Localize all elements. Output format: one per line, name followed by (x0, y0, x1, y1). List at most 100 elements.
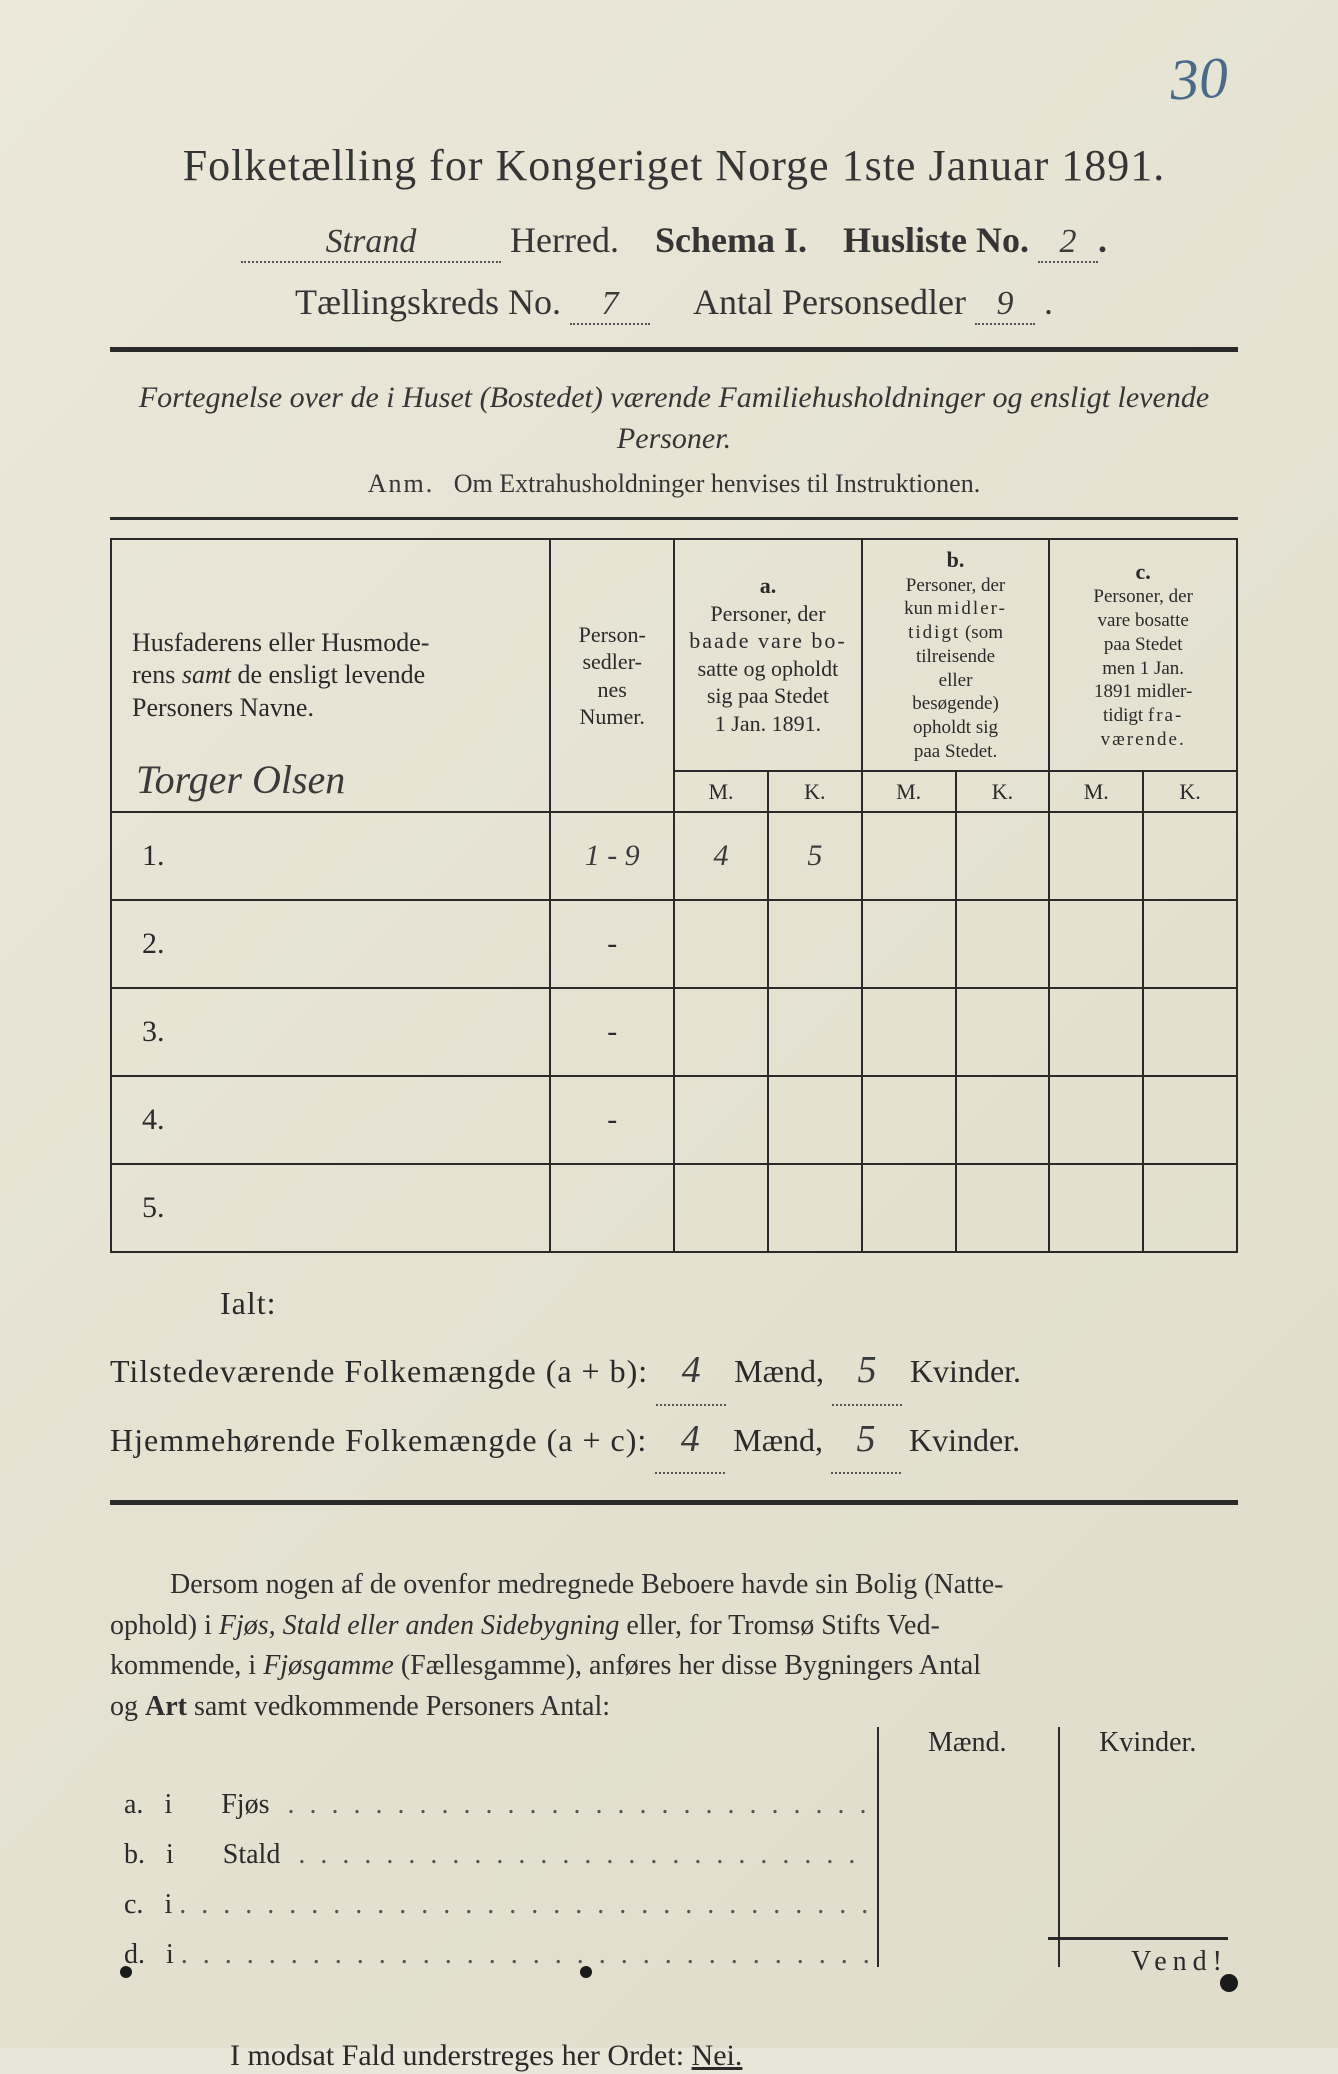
sub-head-k: Kvinder. (1058, 1727, 1238, 1759)
row-b-m (862, 812, 956, 900)
kreds-label: Tællingskreds No. (295, 282, 561, 322)
sub-vline-2 (1058, 1727, 1060, 1967)
anm-prefix: Anm. (368, 469, 435, 498)
row-a-k: 5 (768, 812, 862, 900)
row-num: 4. (111, 1076, 550, 1164)
census-form-page: 30 Folketælling for Kongeriget Norge 1st… (0, 0, 1338, 2048)
resident-k: 5 (831, 1406, 901, 1475)
sidebygning-paragraph: Dersom nogen af de ovenfor medregnede Be… (110, 1565, 1238, 1727)
row-b-m (862, 900, 956, 988)
row-a-m: 4 (674, 812, 768, 900)
subtable-row: b. i Stald . . . . . . . . . . . . . . .… (110, 1839, 1238, 1889)
instruction-sub-text: Om Extrahusholdninger henvises til Instr… (454, 469, 980, 498)
ialt-label: Ialt: (220, 1285, 277, 1321)
row-a-m (674, 1076, 768, 1164)
row-b-k (956, 1164, 1050, 1252)
present-line: Tilstedeværende Folkemængde (a + b): 4 M… (220, 1337, 1238, 1406)
antal-label: Antal Personsedler (693, 282, 966, 322)
resident-line: Hjemmehørende Folkemængde (a + c): 4 Mæn… (220, 1406, 1238, 1475)
col-b-m: M. (862, 771, 956, 813)
herred-label: Herred. (510, 220, 619, 260)
divider-medium-1 (110, 517, 1238, 520)
row-c-k (1143, 1164, 1237, 1252)
row-a-m (674, 988, 768, 1076)
col-header-group-b: b. Personer, der kun midler- tidigt (som… (862, 539, 1050, 771)
row-num: 2. (111, 900, 550, 988)
subtable-row: a. i Fjøs . . . . . . . . . . . . . . . … (110, 1789, 1238, 1839)
row-b-k (956, 988, 1050, 1076)
row-sedler: - (550, 900, 674, 988)
subtable-header: Mænd. Kvinder. (110, 1727, 1238, 1759)
row-a-k (768, 900, 862, 988)
schema-label: Schema I. (655, 220, 807, 260)
table-row: 5. (111, 1164, 1237, 1252)
hole-punch-mid (580, 1966, 592, 1978)
row-b-m (862, 1164, 956, 1252)
husliste-label: Husliste No. (843, 220, 1029, 260)
kreds-value: 7 (570, 285, 650, 325)
row-sedler: 1 - 9 (550, 812, 674, 900)
col-header-numer: Person- sedler- nes Numer. (550, 539, 674, 812)
row-sedler: - (550, 1076, 674, 1164)
table-row: 2. - (111, 900, 1237, 988)
divider-thick-1 (110, 347, 1238, 352)
present-m: 4 (656, 1337, 726, 1406)
hole-punch-left (120, 1966, 132, 1978)
herred-value: Strand (241, 223, 501, 263)
col-a-k: K. (768, 771, 862, 813)
nei-word: Nei. (692, 2039, 743, 2074)
header-line-2: Strand Herred. Schema I. Husliste No. 2. (110, 219, 1238, 263)
col-a-m: M. (674, 771, 768, 813)
row-a-m (674, 900, 768, 988)
row-c-k (1143, 900, 1237, 988)
vend-label: Vend! (1048, 1937, 1228, 1978)
row-c-k (1143, 812, 1237, 900)
row-b-k (956, 812, 1050, 900)
row-c-m (1049, 988, 1143, 1076)
row-a-k (768, 988, 862, 1076)
table-row: 4. - (111, 1076, 1237, 1164)
col-c-m: M. (1049, 771, 1143, 813)
totals-block: Ialt: Tilstedeværende Folkemængde (a + b… (110, 1275, 1238, 1474)
row-c-m (1049, 812, 1143, 900)
row-c-m (1049, 1164, 1143, 1252)
table-row: 1. 1 - 9 4 5 (111, 812, 1237, 900)
row-c-m (1049, 1076, 1143, 1164)
col-header-group-a: a. Personer, der baade vare bo- satte og… (674, 539, 862, 771)
row-num: 5. (111, 1164, 550, 1252)
instruction-main: Fortegnelse over de i Huset (Bostedet) v… (110, 378, 1238, 459)
row-a-k (768, 1164, 862, 1252)
row-sedler (550, 1164, 674, 1252)
row-c-k (1143, 1076, 1237, 1164)
col-b-k: K. (956, 771, 1050, 813)
husliste-value: 2 (1038, 223, 1098, 263)
nei-line: I modsat Fald understreges her Ordet: Ne… (110, 2039, 1238, 2073)
col-c-k: K. (1143, 771, 1237, 813)
row-c-k (1143, 988, 1237, 1076)
row-b-k (956, 1076, 1050, 1164)
subtable-row: c. i . . . . . . . . . . . . . . . . . .… (110, 1889, 1238, 1939)
maend-label: Mænd, (734, 1353, 824, 1389)
row-b-m (862, 988, 956, 1076)
kvinder-label-2: Kvinder. (909, 1422, 1020, 1458)
hole-punch-right (1220, 1974, 1238, 1992)
form-title: Folketælling for Kongeriget Norge 1ste J… (110, 140, 1238, 191)
antal-value: 9 (975, 285, 1035, 325)
row-b-m (862, 1076, 956, 1164)
row-sedler: - (550, 988, 674, 1076)
sub-head-m: Mænd. (877, 1727, 1057, 1759)
instruction-sub: Anm. Om Extrahusholdninger henvises til … (110, 469, 1238, 499)
household-head-name: Torger Olsen (136, 756, 345, 803)
row-num: 1. (111, 812, 550, 900)
kvinder-label: Kvinder. (910, 1353, 1021, 1389)
row-a-k (768, 1076, 862, 1164)
resident-label: Hjemmehørende Folkemængde (a + c): (110, 1422, 647, 1458)
row-c-m (1049, 900, 1143, 988)
row-a-m (674, 1164, 768, 1252)
present-k: 5 (832, 1337, 902, 1406)
row-b-k (956, 900, 1050, 988)
divider-thick-2 (110, 1500, 1238, 1505)
census-table: Husfaderens eller Husmode- rens samt de … (110, 538, 1238, 1253)
present-label: Tilstedeværende Folkemængde (a + b): (110, 1353, 648, 1389)
sub-vline-1 (877, 1727, 879, 1967)
